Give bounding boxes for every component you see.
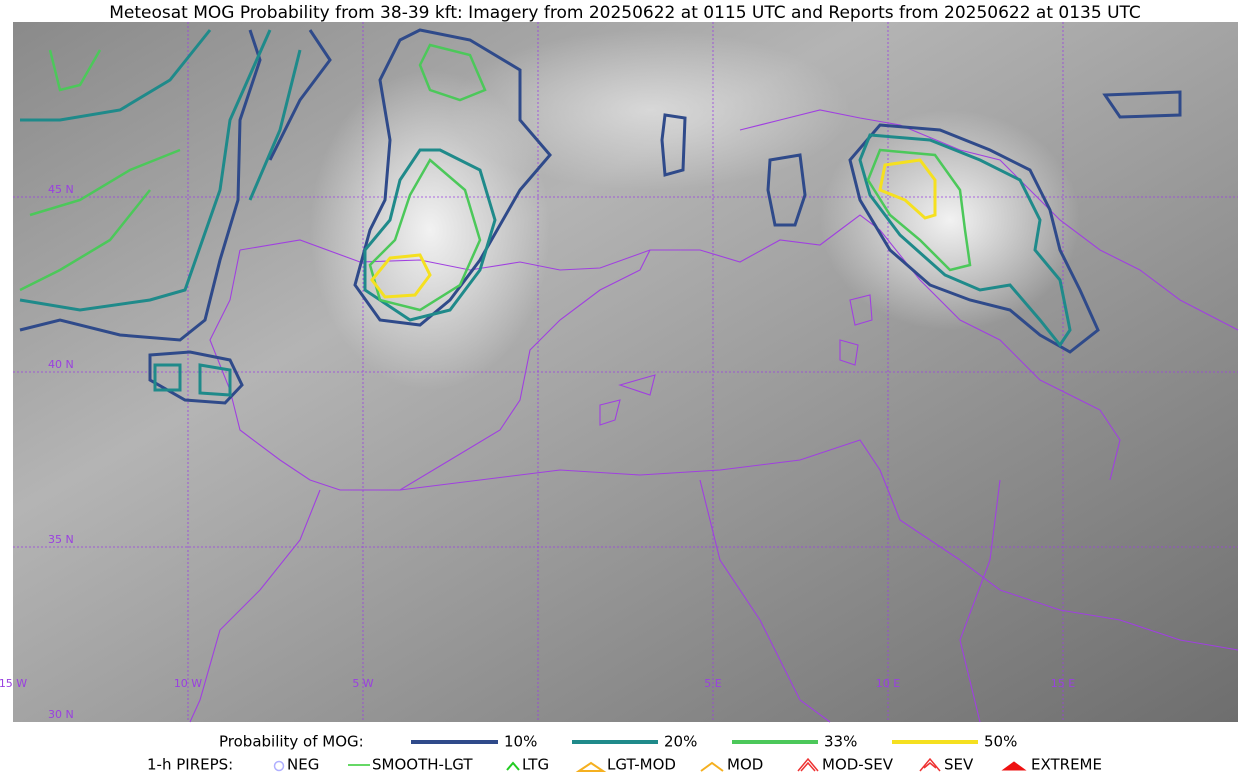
grid-labels: 45 N 40 N 35 N 30 N 15 W 10 W 5 W 5 E 10… (0, 183, 1075, 721)
legend-icon (575, 761, 607, 772)
lat-label: 45 N (48, 183, 74, 196)
grid (13, 22, 1238, 722)
legend-item: MOD (727, 756, 763, 774)
legend-item: SEV (944, 756, 974, 774)
pireps-legend: 1-h PIREPS: NEG SMOOTH-LGT LTG LGT-MOD M… (147, 756, 1102, 774)
legend-icon (1001, 761, 1027, 771)
map: 45 N 40 N 35 N 30 N 15 W 10 W 5 W 5 E 10… (0, 22, 1239, 723)
legend-item: NEG (287, 756, 319, 774)
title: Meteosat MOG Probability from 38-39 kft:… (109, 3, 1141, 23)
legend-item: SMOOTH-LGT (372, 756, 473, 774)
coastlines (189, 109, 1239, 723)
lon-label: 15 W (0, 677, 27, 690)
legend-icon (700, 761, 724, 772)
cloud (450, 30, 850, 190)
contours (19, 28, 1182, 405)
lat-label: 35 N (48, 533, 74, 546)
lon-label: 5 W (352, 677, 373, 690)
legend-label: 1-h PIREPS: (147, 756, 233, 774)
legend-item: MOD-SEV (822, 756, 894, 774)
legend-icon (506, 761, 520, 771)
legend-icon (919, 757, 941, 772)
legend-item: 20% (664, 733, 697, 751)
legend-item: 50% (984, 733, 1017, 751)
lon-label: 15 E (1051, 677, 1075, 690)
legend-icon (273, 760, 285, 772)
legend-label: Probability of MOG: (219, 733, 364, 751)
legend-item: 33% (824, 733, 857, 751)
lon-label: 10 W (174, 677, 202, 690)
legend-item: LTG (522, 756, 549, 774)
lat-label: 40 N (48, 358, 74, 371)
legend-item: 10% (504, 733, 537, 751)
lat-label: 30 N (48, 708, 74, 721)
legend-icon (797, 757, 819, 772)
legend-item: LGT-MOD (607, 756, 676, 774)
lon-label: 10 E (876, 677, 900, 690)
legend-item: EXTREME (1031, 756, 1102, 774)
probability-legend: Probability of MOG: 10% 20% 33% 50% (219, 733, 1017, 751)
lon-label: 5 E (704, 677, 721, 690)
